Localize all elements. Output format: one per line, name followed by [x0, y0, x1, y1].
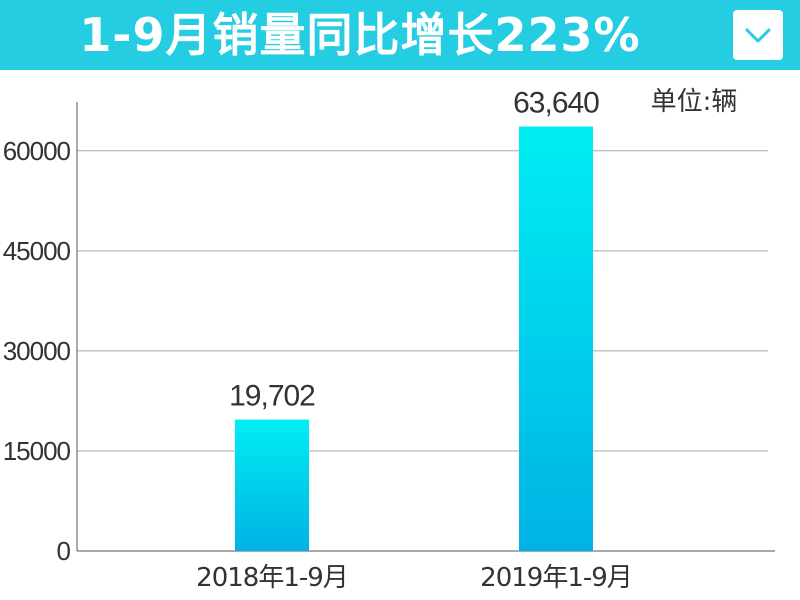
bar-chart: 0 15000 30000 45000 60000 19,702 2018年1-9月 63,6… — [3, 87, 775, 593]
chevron-down-icon — [745, 28, 771, 43]
x-tick-label: 2019年1-9月 — [480, 563, 632, 593]
header-banner: 1-9月销量同比增长223% — [0, 0, 800, 70]
page-title: 1-9月销量同比增长223% — [79, 8, 641, 62]
y-tick-label: 45000 — [3, 236, 71, 266]
data-label: 19,702 — [229, 380, 315, 413]
data-label: 63,640 — [513, 87, 599, 120]
unit-label: 单位:辆 — [651, 87, 738, 117]
dropdown-button[interactable] — [733, 10, 783, 60]
x-tick-label: 2018年1-9月 — [196, 563, 348, 593]
bar — [519, 126, 593, 552]
y-tick-label: 60000 — [3, 136, 71, 166]
bar — [235, 419, 309, 551]
y-tick-label: 15000 — [3, 436, 71, 466]
y-tick-label: 30000 — [3, 336, 71, 366]
y-tick-label: 0 — [57, 536, 71, 566]
